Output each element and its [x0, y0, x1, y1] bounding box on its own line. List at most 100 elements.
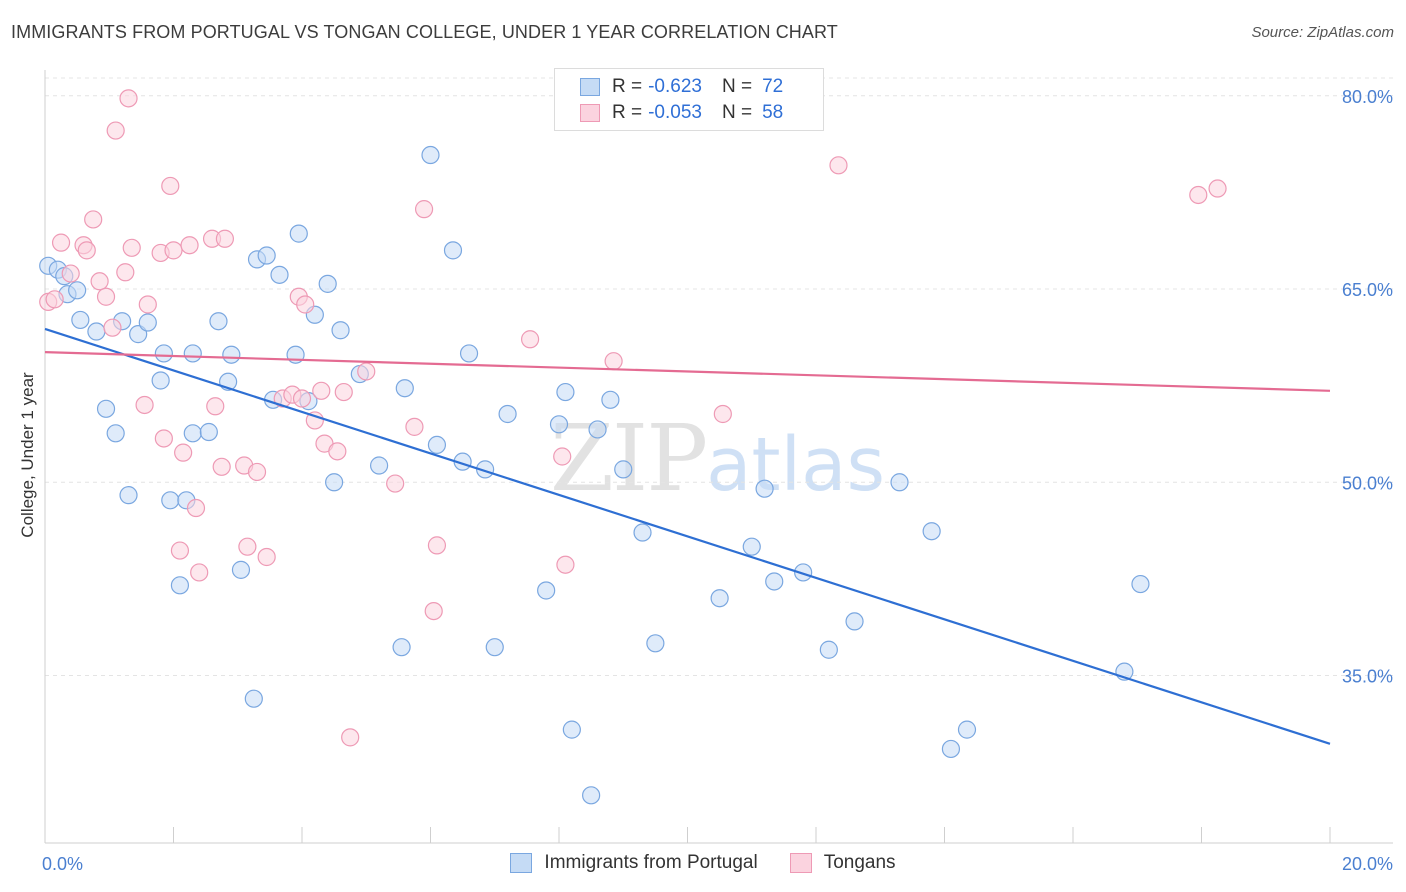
point-portugal	[498, 404, 517, 424]
x-tick-label: 20.0%	[1342, 854, 1393, 874]
y-tick-label: 35.0%	[1342, 667, 1393, 687]
point-portugal	[151, 371, 170, 390]
point-portugal	[755, 479, 774, 498]
point-tongans	[238, 537, 257, 556]
point-portugal	[1131, 574, 1150, 594]
legend-n-label: N =	[721, 102, 753, 123]
point-portugal	[231, 560, 251, 579]
chart-title: IMMIGRANTS FROM PORTUGAL VS TONGAN COLLE…	[11, 22, 838, 42]
point-portugal	[633, 523, 652, 542]
x-tick-label: 0.0%	[42, 854, 83, 874]
point-tongans	[292, 389, 312, 408]
point-portugal	[941, 739, 961, 759]
point-tongans	[713, 404, 732, 424]
tick-labels: 35.0% 50.0% 65.0% 80.0% 0.0% 20.0%	[42, 87, 1393, 874]
point-portugal	[459, 344, 479, 363]
point-portugal	[209, 312, 228, 331]
bottom-legend-label: Immigrants from Portugal	[544, 852, 758, 873]
point-tongans	[90, 272, 109, 291]
point-tongans	[520, 330, 540, 349]
point-tongans	[328, 442, 347, 461]
point-tongans	[119, 89, 138, 108]
point-tongans	[116, 263, 135, 282]
bottom-legend: Immigrants from Portugal Tongans	[0, 852, 1406, 874]
point-tongans	[341, 728, 360, 747]
point-tongans	[106, 121, 125, 140]
point-tongans	[96, 287, 116, 306]
point-tongans	[414, 200, 434, 219]
bottom-legend-tongans: Tongans	[789, 852, 896, 874]
point-portugal	[161, 491, 180, 510]
point-tongans	[174, 443, 193, 462]
point-portugal	[183, 344, 202, 363]
point-tongans	[257, 547, 276, 567]
point-tongans	[206, 397, 225, 416]
point-tongans	[553, 447, 572, 466]
point-portugal	[556, 382, 575, 402]
point-portugal	[289, 224, 308, 243]
trend-line-tongans	[44, 351, 1331, 392]
point-portugal	[549, 415, 569, 434]
zipatlas-watermark: ZIPatlas	[550, 405, 885, 512]
axes	[44, 70, 1393, 844]
legend-n-value: 58	[762, 102, 784, 123]
point-portugal	[537, 581, 556, 600]
point-tongans	[312, 381, 331, 400]
point-tongans	[186, 498, 206, 518]
point-portugal	[588, 420, 607, 439]
point-portugal	[427, 435, 447, 455]
legend-row-portugal: R = -0.623 N = 72	[580, 75, 783, 99]
point-portugal	[845, 612, 864, 631]
point-tongans	[170, 541, 190, 560]
point-portugal	[395, 379, 414, 398]
point-tongans	[77, 241, 96, 260]
point-tongans	[135, 395, 154, 415]
point-portugal	[96, 399, 116, 418]
point-portugal	[71, 310, 90, 330]
point-portugal	[614, 460, 633, 479]
point-tongans	[386, 474, 405, 493]
point-portugal	[183, 424, 202, 443]
watermark-atlas: atlas	[706, 422, 885, 508]
trend-lines	[44, 327, 1331, 745]
legend-row-tongans: R = -0.053 N = 58	[580, 101, 783, 125]
point-portugal	[106, 424, 125, 443]
point-portugal	[68, 281, 87, 300]
point-tongans	[405, 417, 424, 436]
legend-swatch-portugal	[580, 78, 600, 96]
data-points	[39, 89, 1227, 805]
point-portugal	[957, 720, 977, 739]
legend-r-label: R =	[612, 76, 643, 97]
point-portugal	[199, 422, 218, 442]
point-tongans	[190, 563, 209, 582]
bottom-legend-portugal: Immigrants from Portugal	[510, 852, 758, 874]
point-portugal	[794, 563, 813, 582]
y-tick-label: 65.0%	[1342, 280, 1393, 300]
point-tongans	[138, 295, 157, 314]
point-portugal	[129, 325, 148, 344]
point-tongans	[334, 382, 353, 402]
point-portugal	[421, 145, 440, 165]
point-portugal	[922, 522, 941, 541]
y-tick-label: 80.0%	[1342, 87, 1393, 107]
bottom-legend-swatch-tongans	[789, 853, 812, 873]
point-tongans	[61, 264, 80, 283]
point-tongans	[305, 411, 324, 430]
point-tongans	[180, 236, 199, 255]
point-portugal	[601, 390, 620, 409]
point-tongans	[829, 156, 848, 175]
point-portugal	[170, 576, 190, 595]
point-portugal	[244, 689, 263, 708]
point-portugal	[392, 638, 411, 657]
point-portugal	[582, 786, 601, 805]
point-portugal	[318, 274, 337, 293]
point-tongans	[357, 362, 376, 381]
point-tongans	[154, 429, 173, 448]
point-tongans	[161, 176, 180, 196]
bottom-legend-label: Tongans	[823, 852, 896, 873]
point-portugal	[562, 720, 581, 739]
grid-lines	[45, 77, 1393, 677]
point-tongans	[122, 238, 141, 257]
point-portugal	[485, 638, 504, 657]
legend-r-value: -0.053	[648, 102, 702, 123]
